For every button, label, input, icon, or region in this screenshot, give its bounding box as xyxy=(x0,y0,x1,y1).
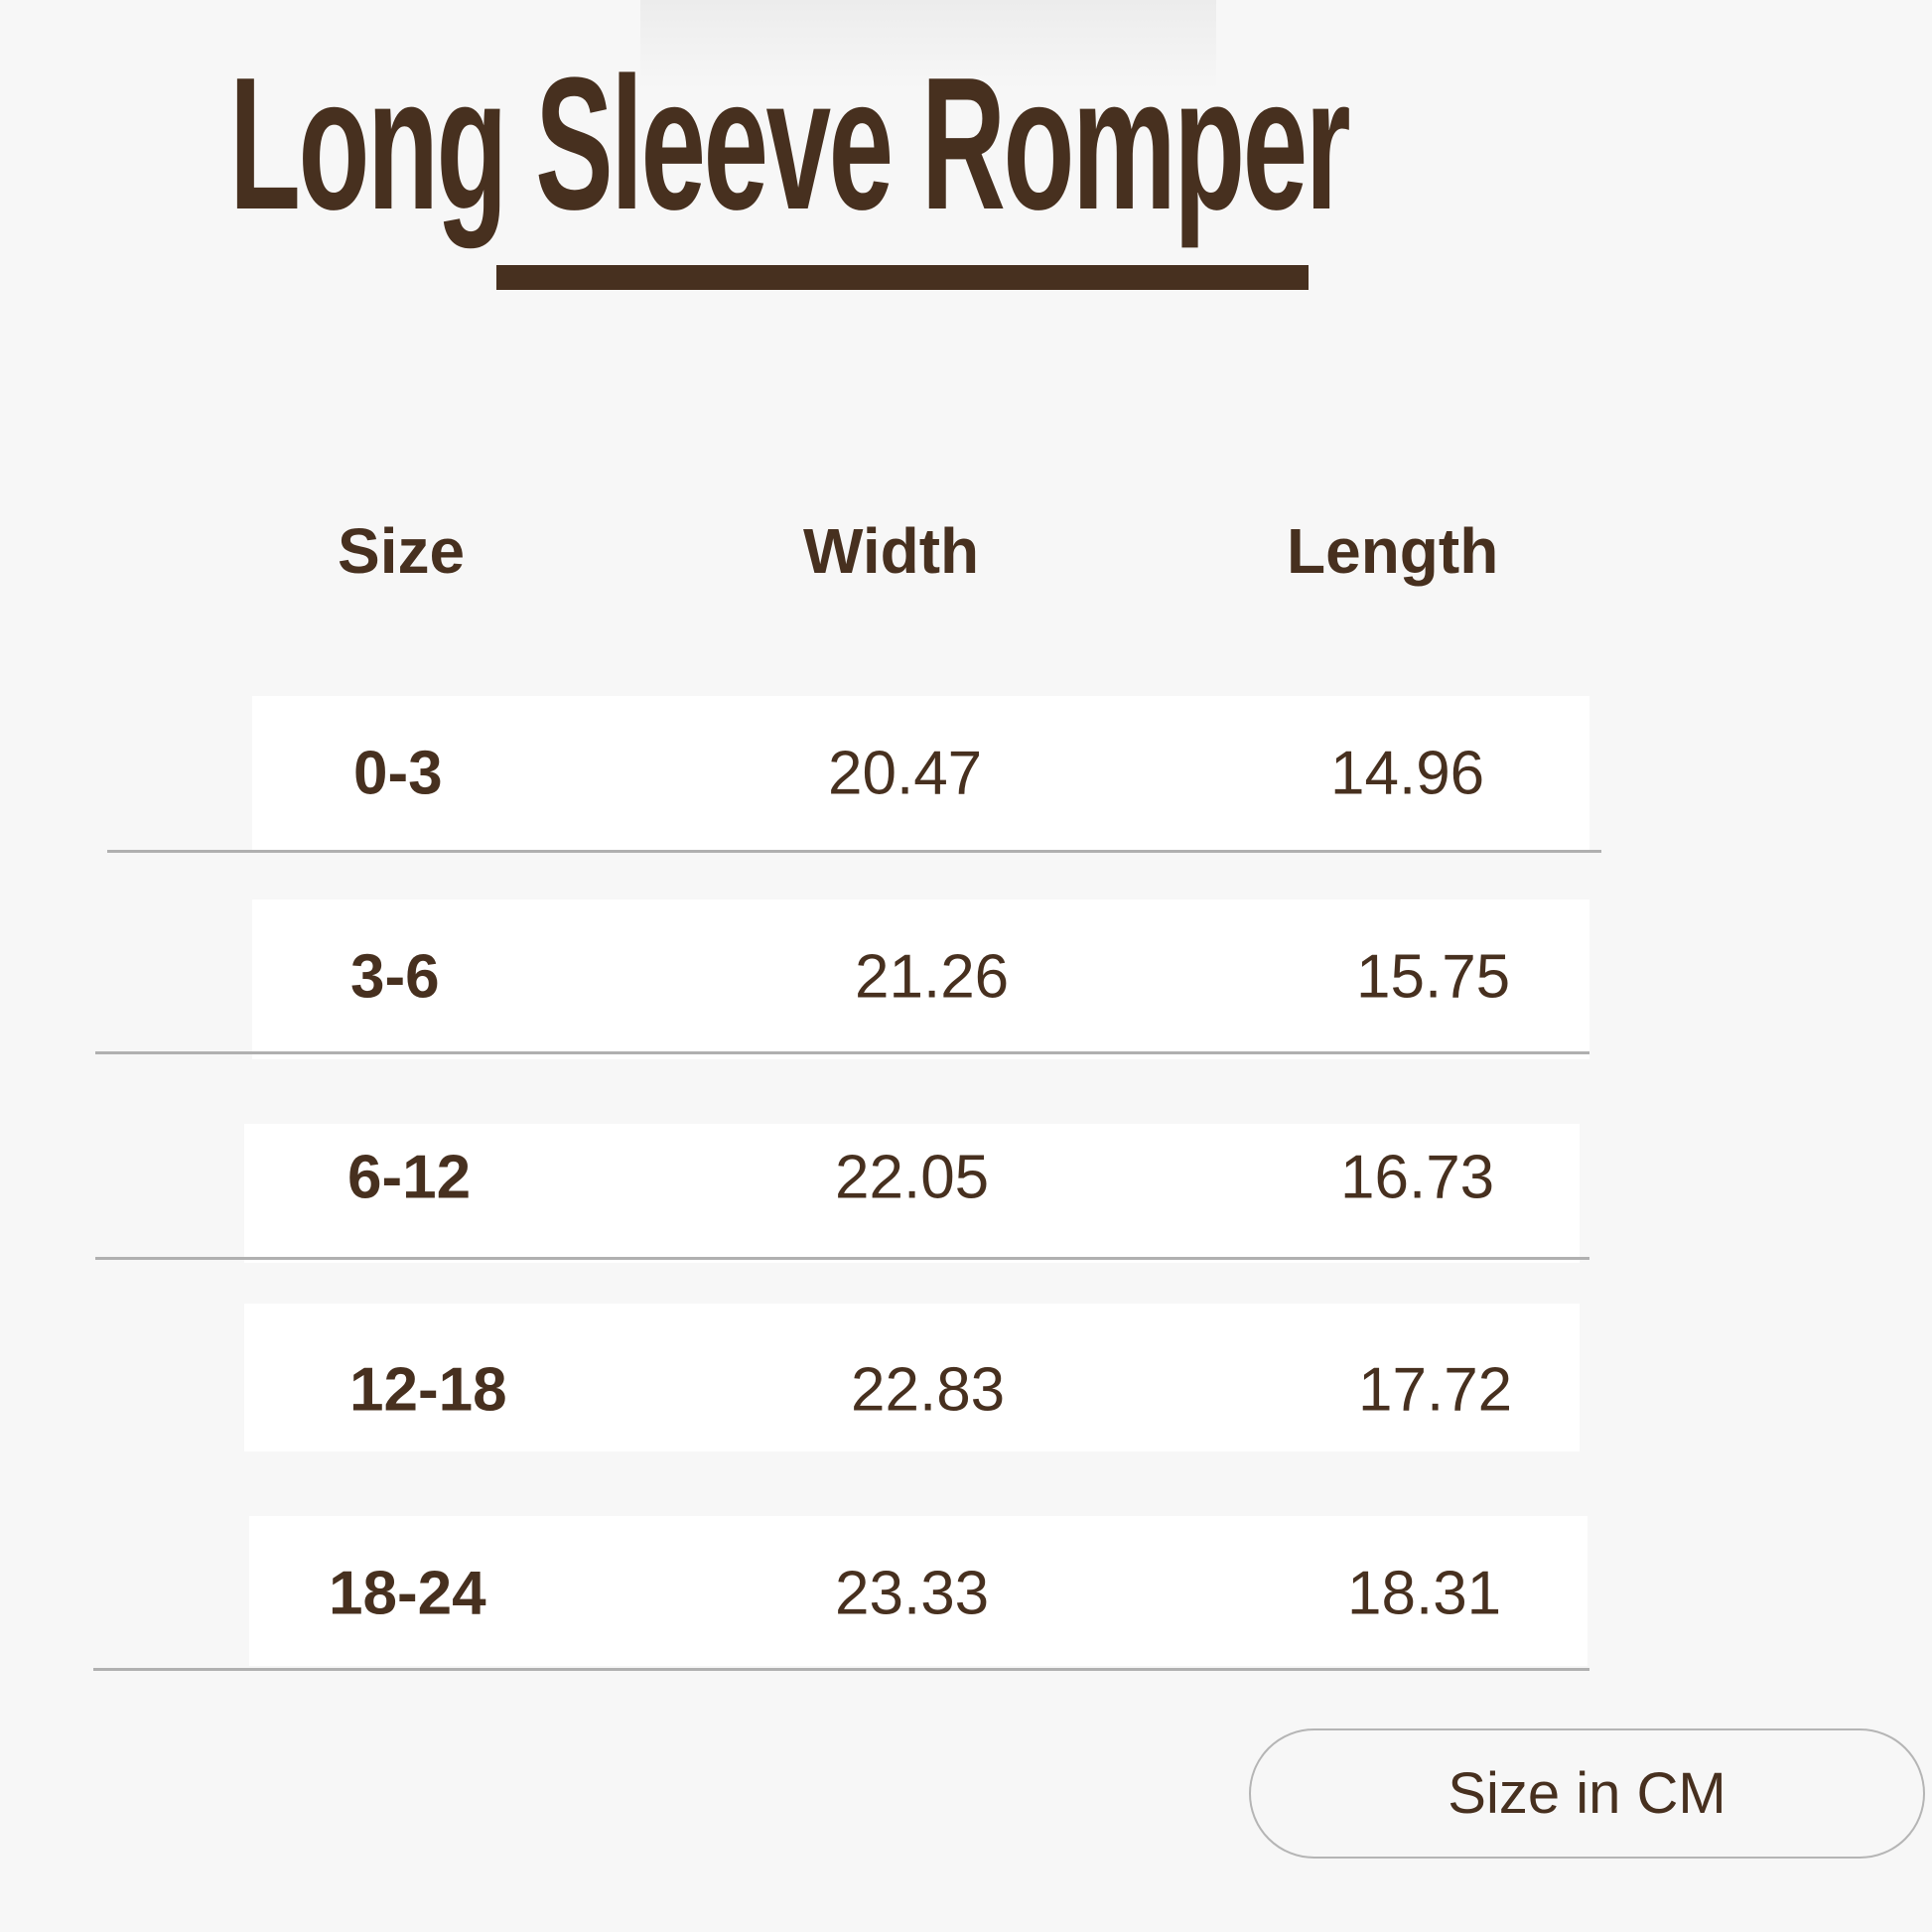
cell-length: 18.31 xyxy=(1347,1559,1502,1628)
table-row xyxy=(244,1124,1580,1263)
cell-size: 0-3 xyxy=(353,739,443,808)
header-width: Width xyxy=(803,515,980,587)
cell-width: 22.83 xyxy=(851,1355,1006,1425)
row-divider xyxy=(93,1668,1589,1671)
cell-size: 6-12 xyxy=(347,1143,472,1212)
page-title: Long Sleeve Romper xyxy=(229,39,1351,249)
row-divider xyxy=(95,1051,1589,1054)
cell-width: 23.33 xyxy=(835,1559,990,1628)
cell-width: 22.05 xyxy=(835,1143,990,1212)
unit-button[interactable]: Size in CM xyxy=(1249,1728,1925,1859)
header-length: Length xyxy=(1287,515,1499,587)
cell-length: 16.73 xyxy=(1340,1143,1495,1212)
cell-size: 12-18 xyxy=(349,1355,507,1425)
table-row xyxy=(244,1304,1580,1451)
cell-width: 21.26 xyxy=(855,942,1010,1012)
table-row xyxy=(249,1516,1587,1666)
cell-length: 15.75 xyxy=(1356,942,1511,1012)
unit-button-label: Size in CM xyxy=(1448,1761,1726,1826)
cell-length: 17.72 xyxy=(1358,1355,1513,1425)
table-row xyxy=(252,696,1589,850)
header-size: Size xyxy=(338,515,466,587)
row-divider xyxy=(95,1257,1589,1260)
cell-width: 20.47 xyxy=(828,739,983,808)
table-row xyxy=(252,899,1589,1059)
cell-size: 3-6 xyxy=(350,942,440,1012)
cell-size: 18-24 xyxy=(329,1559,486,1628)
title-underline xyxy=(496,265,1309,290)
cell-length: 14.96 xyxy=(1330,739,1485,808)
row-divider xyxy=(107,850,1601,853)
background-fade xyxy=(640,0,1216,89)
